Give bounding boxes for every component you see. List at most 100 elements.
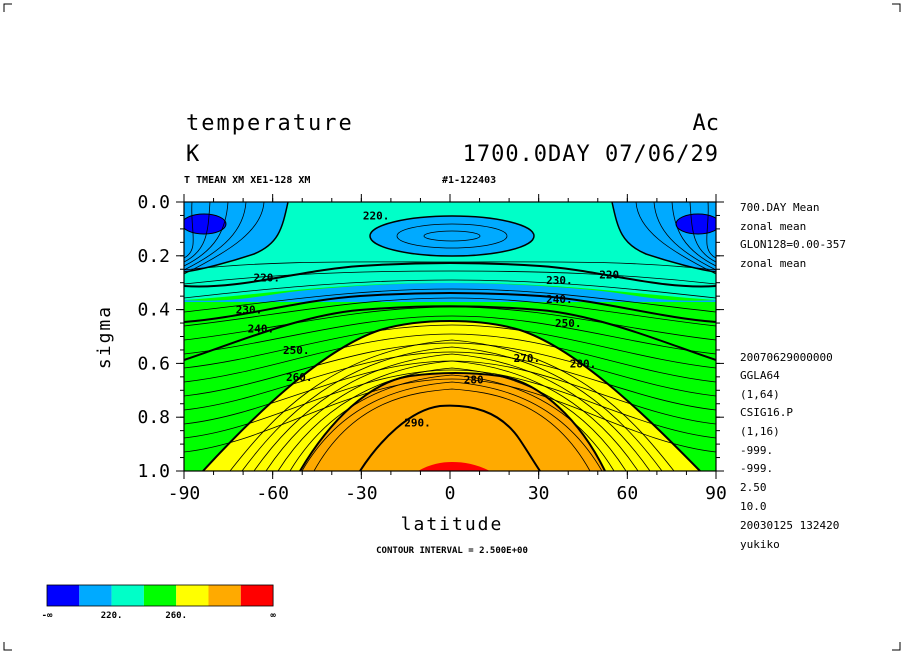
side-info: 700.DAY Mean zonal mean GLON128=0.00-357 zo… <box>740 201 846 551</box>
side-info-line: -999. <box>740 462 773 475</box>
contour-label: 220. <box>363 209 390 222</box>
contour-line <box>184 351 716 411</box>
contour-blue-left <box>184 202 289 273</box>
thick-contours <box>184 262 716 471</box>
contour-label: 260. <box>286 371 313 384</box>
contour-labels: 220. 220. 230. 240. 250. 260. 230. 220. 240. 250.… <box>236 209 626 429</box>
side-info-line: zonal mean <box>740 220 806 233</box>
contour-line <box>635 202 716 275</box>
contour-line <box>313 388 591 471</box>
contour-line <box>184 279 716 299</box>
y-tick-label: 1.0 <box>137 461 170 482</box>
orange-region <box>300 373 605 471</box>
axis-ticks <box>176 194 724 479</box>
y-tick-label: 0.4 <box>137 300 170 321</box>
x-tick-label: 90 <box>705 483 727 504</box>
colorbar-swatch <box>176 585 209 606</box>
contour-cold-core-center <box>423 230 481 242</box>
polar-vortex-left <box>184 214 226 234</box>
x-tick-labels: -90 -60 -30 0 30 60 90 <box>168 483 727 504</box>
contour-line <box>184 369 716 439</box>
tropopause-cold-core <box>370 216 534 256</box>
run-id: #1-122403 <box>442 175 496 186</box>
contour-line <box>184 202 265 275</box>
contour-line <box>301 381 603 471</box>
contour-line <box>706 202 716 259</box>
contour-line <box>184 270 716 285</box>
x-axis-label: latitude <box>401 514 504 535</box>
side-info-line: (1,16) <box>740 425 780 438</box>
colorbar-swatch <box>111 585 144 606</box>
contour-260 <box>184 305 716 361</box>
contour-line <box>184 202 194 259</box>
y-tick-label: 0.8 <box>137 407 170 428</box>
side-info-line: -999. <box>740 444 773 457</box>
contour-label: 280. <box>570 357 597 370</box>
contour-label: 240. <box>546 293 573 306</box>
side-info-line: 10.0 <box>740 500 767 513</box>
contour-label: 220. <box>599 269 626 282</box>
contour-line <box>184 297 716 327</box>
run-label: T TMEAN XM XE1-128 XM <box>184 175 310 186</box>
plot-area: 220. 220. 230. 240. 250. 260. 230. 220. 240. 250.… <box>176 194 724 479</box>
colorbar-label: 260. <box>165 611 187 621</box>
chart-title: temperature <box>186 111 354 136</box>
contour-label: 220. <box>254 271 281 284</box>
side-info-line: 20070629000000 <box>740 351 833 364</box>
units-label: K <box>186 142 200 167</box>
contour-line <box>184 202 211 263</box>
contour-vortex-right <box>675 213 716 235</box>
contour-line <box>184 261 716 271</box>
contour-label: 270. <box>514 352 541 365</box>
colorbar-swatch <box>79 585 112 606</box>
x-tick-label: -60 <box>256 483 289 504</box>
side-info-line: GGLA64 <box>740 369 780 382</box>
x-tick-label: 60 <box>616 483 638 504</box>
contour-line <box>689 202 716 263</box>
contour-line <box>653 202 716 271</box>
side-info-line: 2.50 <box>740 481 767 494</box>
time-label: 1700.0DAY 07/06/29 <box>463 142 719 167</box>
side-info-line: (1,64) <box>740 388 780 401</box>
contour-line <box>184 315 716 355</box>
experiment-label: Ac <box>693 111 720 136</box>
contour-line <box>184 333 716 383</box>
colorbar-label: -∞ <box>42 611 53 621</box>
contour-cold-core <box>369 215 535 257</box>
contour-220 <box>184 262 716 288</box>
contour-label: 290. <box>404 417 431 430</box>
contour-cold-core-inner <box>396 223 508 249</box>
contour-240 <box>184 292 716 323</box>
colorbar-swatch <box>47 585 80 606</box>
y-tick-label: 0.0 <box>137 192 170 213</box>
contour-line <box>277 367 627 471</box>
contour-line <box>229 339 675 471</box>
red-region <box>418 462 490 471</box>
colorbar-frame <box>46 584 274 607</box>
contour-line <box>184 324 716 369</box>
x-tick-label: -90 <box>168 483 201 504</box>
colorbar-swatch <box>208 585 241 606</box>
colorbar: -∞ 220. 260. ∞ <box>42 584 276 621</box>
contour-line <box>184 288 716 313</box>
colorbar-swatch <box>240 585 274 606</box>
contour-270 <box>202 320 701 471</box>
y-tick-label: 0.2 <box>137 246 170 267</box>
contour-line <box>265 360 639 471</box>
contour-line <box>184 378 716 453</box>
y-tick-labels: 0.0 0.2 0.4 0.6 0.8 1.0 <box>137 192 170 482</box>
x-tick-label: 30 <box>528 483 550 504</box>
y-tick-label: 0.6 <box>137 353 170 374</box>
contour-label: 250. <box>283 344 310 357</box>
contour-label: 230. <box>546 274 573 287</box>
contour-vortex-left <box>184 213 227 235</box>
contour-lines <box>184 202 716 471</box>
contour-blue-right <box>611 202 716 273</box>
contour-line <box>253 353 651 471</box>
x-tick-label: -30 <box>345 483 378 504</box>
colorbar-label: 220. <box>101 611 123 621</box>
contour-290 <box>359 404 541 471</box>
colorbar-swatch <box>143 585 177 606</box>
y-axis-label: sigma <box>94 305 115 369</box>
